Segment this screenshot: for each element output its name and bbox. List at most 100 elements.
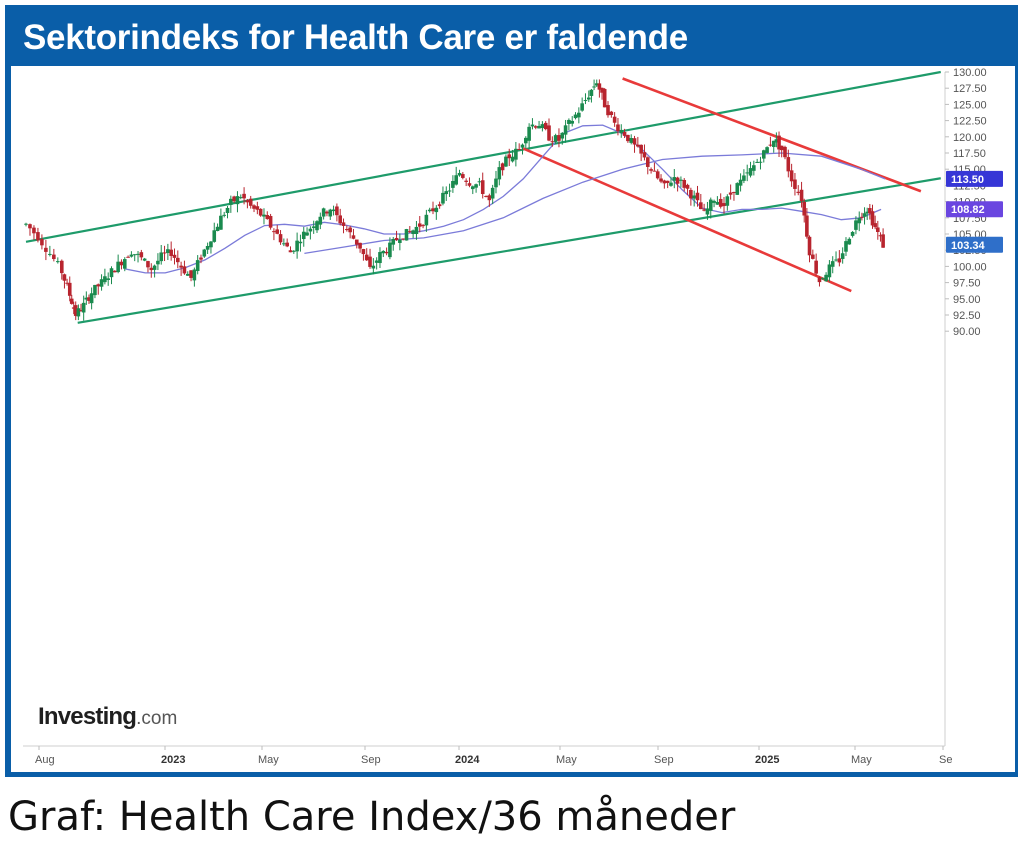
candle-body xyxy=(805,215,809,237)
candle-body xyxy=(73,305,78,316)
candle-body xyxy=(67,282,72,296)
candle-body xyxy=(649,169,653,171)
candlestick-chart: 130.00127.50125.00122.50120.00117.50115.… xyxy=(23,67,1003,766)
candle-body xyxy=(272,231,276,233)
price-badge xyxy=(946,201,1003,218)
candle-body xyxy=(738,179,743,186)
candle-body xyxy=(732,191,736,193)
candle-body xyxy=(159,252,164,262)
candle-body xyxy=(609,111,614,116)
candle-body xyxy=(311,226,316,228)
candle-body xyxy=(414,226,419,235)
candle-body xyxy=(59,260,64,274)
candle-body xyxy=(745,172,750,174)
candle-body xyxy=(543,122,548,130)
candle-body xyxy=(378,252,382,264)
candle-body xyxy=(36,232,40,241)
candle-body xyxy=(672,177,677,181)
candle-body xyxy=(136,253,140,255)
candle-body xyxy=(622,131,627,136)
candle-body xyxy=(87,297,91,301)
candle-body xyxy=(44,247,48,252)
candle-body xyxy=(348,227,352,233)
candle-body xyxy=(209,241,213,248)
candle-body xyxy=(636,144,640,147)
candle-body xyxy=(288,250,293,253)
candle-body xyxy=(212,230,217,242)
candle-body xyxy=(179,265,183,268)
candle-body xyxy=(490,187,495,199)
candle-body xyxy=(166,249,170,253)
candle-body xyxy=(712,200,716,203)
candle-body xyxy=(24,223,28,225)
candle-body xyxy=(245,200,250,203)
candle-body xyxy=(699,202,703,210)
candle-body xyxy=(860,216,864,218)
candle-body xyxy=(48,253,52,255)
candle-body xyxy=(470,186,475,190)
y-tick-label: 100.00 xyxy=(953,261,987,273)
candle-body xyxy=(517,149,521,151)
candle-body xyxy=(524,137,528,144)
candle-body xyxy=(431,208,435,212)
candle-body xyxy=(374,260,379,263)
candle-body xyxy=(354,239,359,245)
candle-body xyxy=(40,239,44,246)
candle-body xyxy=(424,214,429,226)
candle-body xyxy=(265,215,270,220)
y-tick-label: 97.50 xyxy=(953,278,981,290)
y-tick-label: 120.00 xyxy=(953,132,987,144)
candle-body xyxy=(600,87,604,93)
candle-body xyxy=(652,170,657,172)
candle-body xyxy=(441,192,445,204)
candle-body xyxy=(692,195,696,199)
candle-body xyxy=(799,189,804,202)
candle-body xyxy=(192,269,197,281)
candle-body xyxy=(850,231,855,236)
chart-caption: Graf: Health Care Index/36 måneder xyxy=(8,794,736,840)
candle-body xyxy=(89,293,94,304)
moving-average-1 xyxy=(125,124,882,274)
candle-body xyxy=(586,97,591,100)
candle-body xyxy=(146,261,150,268)
candle-body xyxy=(570,120,575,124)
candle-body xyxy=(172,254,177,258)
candle-body xyxy=(514,148,518,160)
candle-body xyxy=(682,179,687,188)
candle-body xyxy=(262,214,266,217)
candle-body xyxy=(708,199,713,211)
candle-body xyxy=(248,198,253,206)
candle-body xyxy=(553,135,558,142)
candle-body xyxy=(765,147,769,153)
logo-brand: Investing xyxy=(38,703,137,730)
trendline-1 xyxy=(25,70,941,243)
candle-body xyxy=(461,174,465,178)
candle-body xyxy=(679,179,683,181)
candle-body xyxy=(175,257,180,263)
candle-body xyxy=(718,198,723,207)
candle-body xyxy=(381,250,386,254)
candle-body xyxy=(391,239,396,245)
candle-body xyxy=(817,277,822,283)
candle-body xyxy=(318,216,323,225)
candle-body xyxy=(358,242,362,249)
candle-body xyxy=(451,180,455,188)
x-tick-label: 2025 xyxy=(755,754,779,766)
candle-body xyxy=(321,208,326,217)
candle-body xyxy=(205,245,210,250)
candle-body xyxy=(292,250,296,252)
candle-body xyxy=(225,207,230,214)
candle-body xyxy=(557,135,561,141)
candle-body xyxy=(573,114,578,119)
candle-body xyxy=(398,239,402,243)
candle-body xyxy=(645,157,650,167)
candle-body xyxy=(881,234,885,248)
candle-body xyxy=(702,209,706,211)
candle-body xyxy=(116,261,120,273)
candle-body xyxy=(96,284,101,287)
price-badge xyxy=(946,170,1003,187)
y-tick-label: 127.50 xyxy=(953,83,987,95)
trendline-4 xyxy=(622,77,922,193)
candle-body xyxy=(437,204,442,207)
y-tick-label: 130.00 xyxy=(953,67,987,79)
